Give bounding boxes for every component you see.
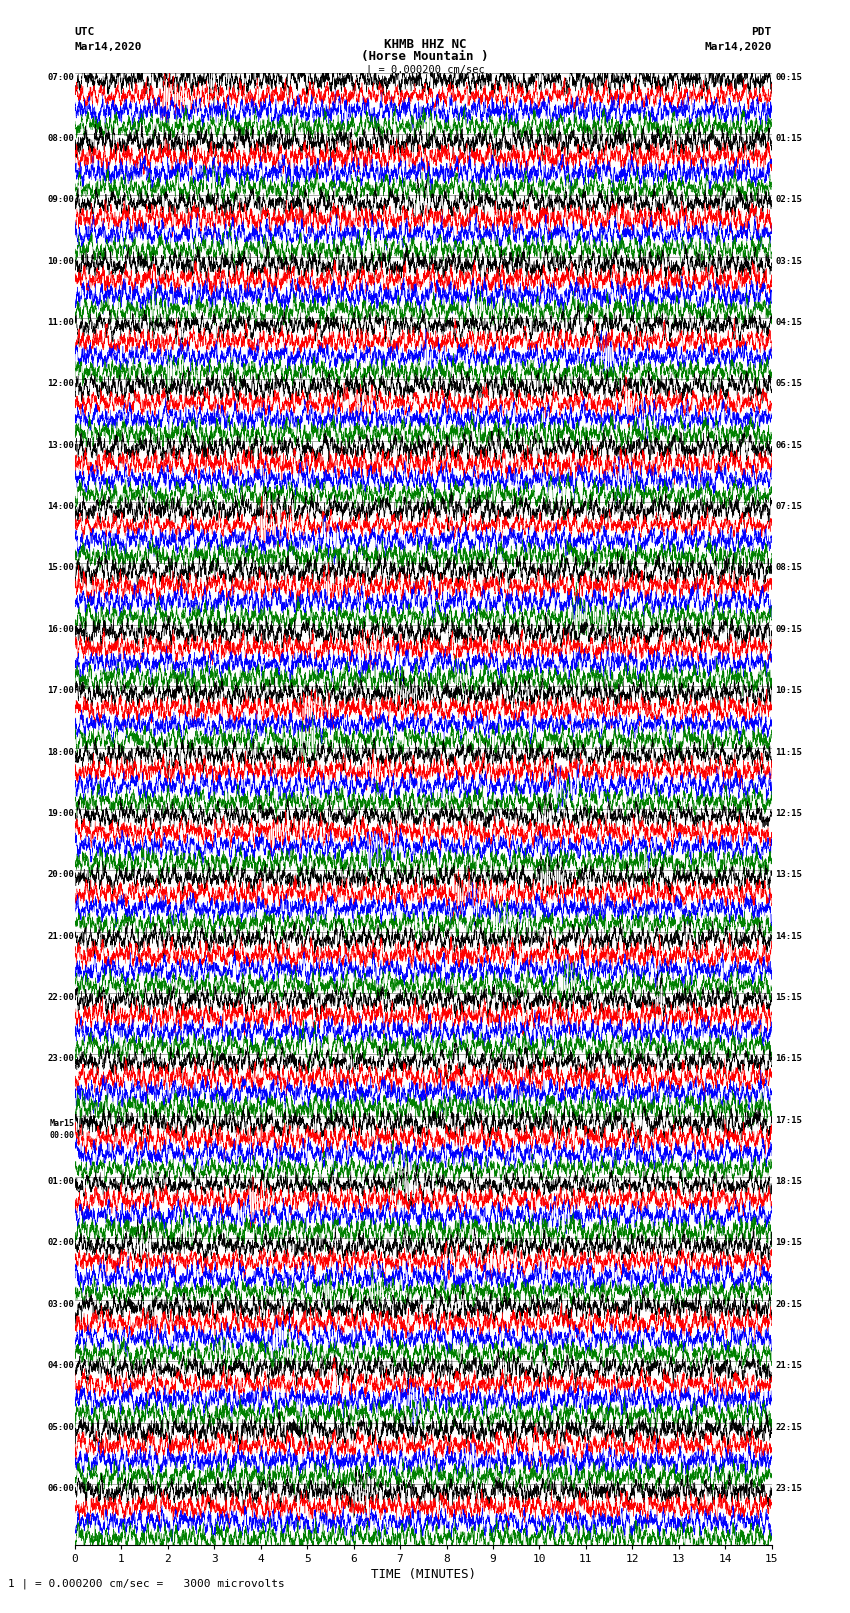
Text: 10:15: 10:15 (775, 686, 802, 695)
Text: 11:00: 11:00 (48, 318, 75, 327)
Text: 01:15: 01:15 (775, 134, 802, 144)
Text: 17:15: 17:15 (775, 1116, 802, 1124)
Text: 07:15: 07:15 (775, 502, 802, 511)
Text: 20:00: 20:00 (48, 871, 75, 879)
Text: 21:00: 21:00 (48, 932, 75, 940)
Text: 1 | = 0.000200 cm/sec =   3000 microvolts: 1 | = 0.000200 cm/sec = 3000 microvolts (8, 1578, 286, 1589)
Text: 03:15: 03:15 (775, 256, 802, 266)
Text: 04:15: 04:15 (775, 318, 802, 327)
Text: Mar14,2020: Mar14,2020 (75, 42, 142, 52)
Text: 22:00: 22:00 (48, 994, 75, 1002)
Text: 15:00: 15:00 (48, 563, 75, 573)
Text: 08:15: 08:15 (775, 563, 802, 573)
Text: 23:15: 23:15 (775, 1484, 802, 1494)
Text: 00:00: 00:00 (49, 1131, 75, 1140)
Text: 06:15: 06:15 (775, 440, 802, 450)
Text: 12:15: 12:15 (775, 810, 802, 818)
Text: 02:00: 02:00 (48, 1239, 75, 1247)
Text: 00:15: 00:15 (775, 73, 802, 82)
Text: 19:00: 19:00 (48, 810, 75, 818)
Text: 05:15: 05:15 (775, 379, 802, 389)
Text: 11:15: 11:15 (775, 747, 802, 756)
Text: 05:00: 05:00 (48, 1423, 75, 1431)
Text: 08:00: 08:00 (48, 134, 75, 144)
Text: 18:15: 18:15 (775, 1177, 802, 1186)
Text: 09:15: 09:15 (775, 624, 802, 634)
Text: 06:00: 06:00 (48, 1484, 75, 1494)
Text: 16:00: 16:00 (48, 624, 75, 634)
Text: 21:15: 21:15 (775, 1361, 802, 1369)
Text: 10:00: 10:00 (48, 256, 75, 266)
Text: UTC: UTC (75, 27, 95, 37)
Text: 14:15: 14:15 (775, 932, 802, 940)
Text: 19:15: 19:15 (775, 1239, 802, 1247)
Text: 23:00: 23:00 (48, 1055, 75, 1063)
Text: (Horse Mountain ): (Horse Mountain ) (361, 50, 489, 63)
X-axis label: TIME (MINUTES): TIME (MINUTES) (371, 1568, 476, 1581)
Text: PDT: PDT (751, 27, 772, 37)
Text: 22:15: 22:15 (775, 1423, 802, 1431)
Text: Mar15: Mar15 (49, 1119, 75, 1127)
Text: 16:15: 16:15 (775, 1055, 802, 1063)
Text: 13:00: 13:00 (48, 440, 75, 450)
Text: Mar14,2020: Mar14,2020 (705, 42, 772, 52)
Text: 03:00: 03:00 (48, 1300, 75, 1308)
Text: 14:00: 14:00 (48, 502, 75, 511)
Text: 01:00: 01:00 (48, 1177, 75, 1186)
Text: 20:15: 20:15 (775, 1300, 802, 1308)
Text: 17:00: 17:00 (48, 686, 75, 695)
Text: 02:15: 02:15 (775, 195, 802, 205)
Text: | = 0.000200 cm/sec: | = 0.000200 cm/sec (366, 65, 484, 76)
Text: 15:15: 15:15 (775, 994, 802, 1002)
Text: 07:00: 07:00 (48, 73, 75, 82)
Text: 04:00: 04:00 (48, 1361, 75, 1369)
Text: 18:00: 18:00 (48, 747, 75, 756)
Text: 09:00: 09:00 (48, 195, 75, 205)
Text: KHMB HHZ NC: KHMB HHZ NC (383, 37, 467, 50)
Text: 13:15: 13:15 (775, 871, 802, 879)
Text: 12:00: 12:00 (48, 379, 75, 389)
